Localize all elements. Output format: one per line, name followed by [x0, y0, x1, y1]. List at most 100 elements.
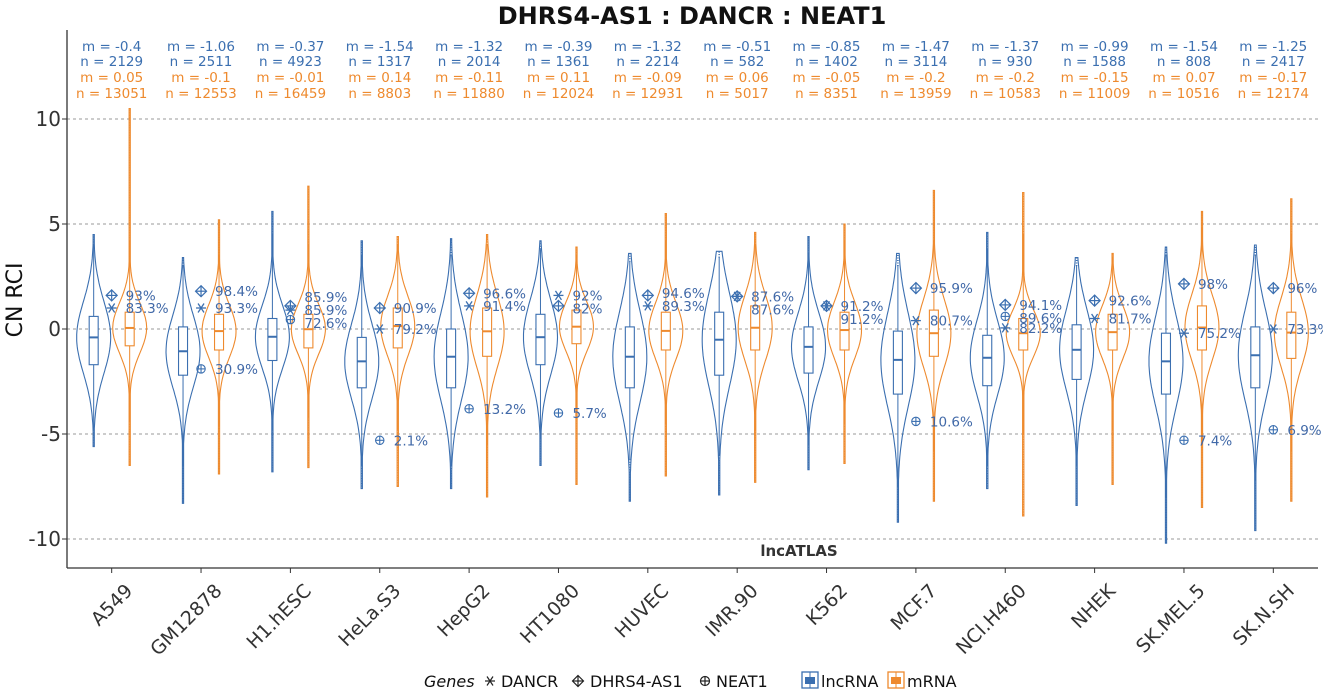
y-tick-label: 5: [48, 212, 61, 236]
gene-point-dancr: [1089, 313, 1100, 324]
gene-percent-label: 10.6%: [930, 414, 973, 430]
asterisk-icon-part: [1180, 328, 1188, 339]
stat-label: n = 10516: [1148, 86, 1219, 102]
gene-percent-label: 73.3%: [1287, 322, 1323, 338]
stat-label: m = -0.39: [525, 39, 593, 55]
gene-percent-label: 83.3%: [126, 301, 169, 317]
gene-point-dhrs4-as1: [641, 289, 655, 302]
mrna-violin: [648, 212, 684, 477]
mrna-violin: [1005, 191, 1041, 517]
stat-label: n = 5017: [706, 86, 769, 102]
x-tick-label: SK.N.SH: [1229, 580, 1299, 650]
stat-label: m = -0.99: [1061, 39, 1129, 55]
stat-label: n = 12024: [523, 86, 594, 102]
gene-point-dhrs4-as1: [462, 286, 476, 300]
asterisk-icon-part: [108, 303, 116, 313]
x-tick-label: A549: [87, 580, 137, 630]
legend-label-mrna: mRNA: [907, 672, 957, 691]
gene-percent-label: 85.9%: [304, 290, 347, 306]
lncrna-box: [446, 328, 457, 389]
lncrna-box: [1250, 326, 1261, 389]
stat-label: m = -0.05: [793, 70, 861, 86]
gene-point-dhrs4-as1: [998, 298, 1012, 312]
stat-label: m = 0.07: [1152, 70, 1215, 86]
lncrna-box: [803, 326, 814, 374]
gene-point-dhrs4-as1: [284, 299, 297, 313]
cell-line-group-mcf-7: 80.7% 95.9% 10.6%: [880, 189, 973, 523]
plot-area: 83.3%93%93.3%98.4%30.9%85.9%85.9%72.6% 79…: [76, 107, 1323, 544]
crossed-circle-icon: [699, 675, 711, 687]
gene-point-dhrs4-as1: [909, 281, 923, 295]
stat-label: m = -1.47: [882, 39, 950, 55]
stat-label: n = 13959: [880, 86, 951, 102]
stat-label: n = 11880: [433, 86, 504, 102]
gene-point-dancr: [374, 324, 385, 334]
stat-label: m = -1.37: [971, 39, 1039, 55]
legend-label-dhrs4-as1: DHRS4-AS1: [590, 672, 683, 691]
stat-label: n = 3114: [884, 54, 947, 70]
gene-percent-label: 94.6%: [662, 286, 705, 302]
cell-line-group-huvec: 89.3%94.6%: [612, 212, 705, 502]
stat-label: m = -0.01: [256, 70, 324, 86]
gene-percent-label: 87.6%: [751, 289, 794, 305]
cell-line-group-sk-n-sh: 73.3% 96% 6.9%: [1237, 198, 1323, 532]
crossed-circle-icon-part: [464, 404, 474, 414]
gene-point-dhrs4-as1: [105, 289, 119, 302]
lncrna-box: [535, 313, 546, 366]
x-tick-label: HUVEC: [611, 580, 674, 643]
gene-point-dhrs4-as1: [552, 299, 565, 313]
x-tick-label: MCF.7: [887, 580, 942, 635]
legend-label-dancr: DANCR: [501, 672, 558, 691]
cell-line-group-a549: 83.3%93%: [76, 107, 169, 467]
x-tick-label: K562: [802, 580, 852, 630]
cell-line-group-k562: 91.2%91.2%: [790, 223, 884, 471]
stat-label: n = 2417: [1242, 54, 1305, 70]
gene-percent-label: 7.4%: [1198, 433, 1232, 449]
asterisk-icon-part: [1269, 324, 1277, 334]
stat-label: m = -0.15: [1061, 70, 1129, 86]
cell-line-group-sk-mel-5: 75.2% 98% 7.4%: [1148, 210, 1241, 544]
gene-point-dhrs4-as1: [1266, 281, 1280, 295]
gene-percent-label: 91.2%: [841, 312, 884, 328]
gene-percent-label: 98%: [1198, 277, 1228, 293]
gene-percent-label: 80.7%: [930, 314, 973, 330]
gene-percent-label: 89.6%: [1019, 311, 1062, 327]
gene-percent-label: 91.4%: [483, 299, 526, 315]
stat-label: n = 12553: [165, 86, 236, 102]
lncrna-box: [982, 334, 993, 387]
gene-point-dhrs4-as1: [1177, 277, 1191, 291]
cell-line-group-gm12878: 93.3%98.4% 30.9%: [165, 219, 258, 504]
gene-percent-label: 90.9%: [394, 301, 437, 317]
lncrna-box: [1071, 324, 1082, 380]
gene-percent-label: 30.9%: [215, 362, 258, 378]
mrna-box: [213, 313, 225, 351]
legend-label-neat1: NEAT1: [716, 672, 768, 691]
asterisk-icon-part: [1091, 313, 1099, 324]
gene-percent-label: 87.6%: [751, 302, 794, 318]
stat-label: n = 8351: [795, 86, 858, 102]
cell-line-group-ht1080: 92%82% 5.7%: [522, 240, 607, 485]
gene-percent-label: 81.7%: [1109, 312, 1152, 328]
asterisk-icon-part: [912, 315, 920, 326]
x-tick-label: GM12878: [146, 580, 226, 660]
gene-point-dancr: [642, 301, 653, 311]
gene-percent-label: 93.3%: [215, 301, 258, 317]
axes: [66, 30, 1318, 569]
mrna-violin: [290, 185, 326, 469]
stat-label: n = 4923: [259, 54, 322, 70]
stat-label: m = 0.06: [706, 70, 769, 86]
legend-genes-title: Genes: [424, 672, 475, 691]
x-tick-label: SK.MEL.5: [1132, 580, 1210, 658]
gene-point-dhrs4-as1: [373, 301, 387, 315]
stat-label: n = 1361: [527, 54, 590, 70]
stat-label: n = 8803: [348, 86, 411, 102]
gene-percent-label: 13.2%: [483, 402, 526, 418]
asterisk-icon-part: [554, 290, 563, 301]
stat-label: m = -0.2: [976, 70, 1035, 86]
gene-point-dancr: [1268, 324, 1279, 334]
lncrna-box: [1160, 332, 1172, 395]
stat-label: m = -0.2: [886, 70, 945, 86]
cell-line-group-hepg2: 91.4%96.6% 13.2%: [433, 233, 526, 498]
stat-label: n = 12174: [1238, 86, 1309, 102]
